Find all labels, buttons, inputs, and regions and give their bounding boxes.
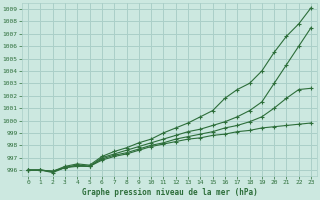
X-axis label: Graphe pression niveau de la mer (hPa): Graphe pression niveau de la mer (hPa) [82, 188, 258, 197]
